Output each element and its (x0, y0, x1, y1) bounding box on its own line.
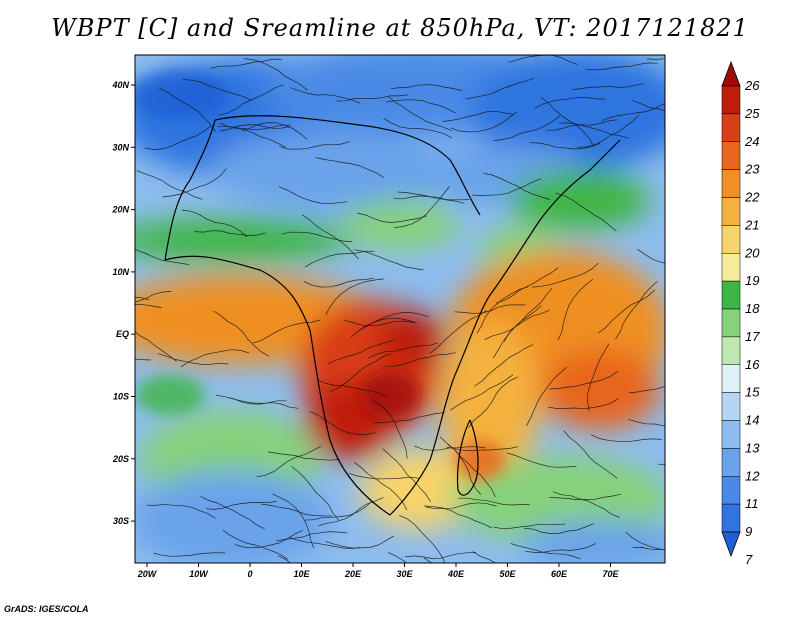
colorbar-level-label: 22 (744, 190, 760, 205)
colorbar-level-label: 24 (744, 134, 759, 149)
lon-tick-label: 30E (396, 569, 413, 579)
colorbar-swatch (721, 253, 741, 282)
colorbar-min-triangle (721, 531, 741, 558)
colorbar-max-triangle (721, 60, 741, 87)
colorbar-level-label: 20 (744, 245, 760, 260)
lon-tick-label: 10W (189, 569, 209, 579)
colorbar-level-label: 11 (745, 496, 759, 511)
colorbar-level-label: 19 (745, 273, 759, 288)
colorbar-level-label: 14 (745, 413, 759, 428)
colorbar-swatch (721, 197, 741, 226)
colorbar-swatch (721, 364, 741, 393)
lat-tick-label: 40N (111, 80, 129, 90)
colorbar-level-label: 7 (745, 552, 753, 567)
colorbar-level-label: 17 (745, 329, 760, 344)
colorbar-level-label: 16 (745, 357, 760, 372)
map-frame (134, 54, 666, 564)
colorbar-level-label: 23 (744, 162, 760, 177)
colorbar-swatch (721, 420, 741, 449)
colorbar-level-label: 18 (745, 301, 760, 316)
colorbar-level-label: 26 (744, 78, 760, 93)
lat-tick-label: 30S (113, 516, 129, 526)
lat-tick-label: 20N (111, 205, 129, 215)
lon-tick-label: 0 (247, 569, 252, 579)
colorbar: 26 25 24 23 22 21 20 19 18 17 16 15 14 13 12 11 9 7 (721, 60, 760, 567)
lat-tick-label: EQ (116, 329, 129, 339)
lat-tick-label: 10S (113, 392, 129, 402)
longitude-labels: 20W 10W 0 10E 20E 30E 40E 50E 60E 70E (137, 563, 620, 579)
colorbar-swatch (721, 141, 741, 170)
wbpt-shading (135, 55, 665, 563)
colorbar-swatch (721, 308, 741, 338)
colorbar-level-label: 13 (745, 440, 760, 455)
map-title: WBPT [C] and Sreamline at 850hPa, VT: 20… (51, 14, 749, 42)
colorbar-swatch (721, 85, 741, 115)
colorbar-swatch (721, 336, 741, 365)
grads-credit: GrADS: IGES/COLA (4, 604, 89, 614)
colorbar-swatch (721, 225, 741, 254)
colorbar-level-label: 21 (744, 217, 759, 232)
colorbar-level-label: 15 (745, 385, 760, 400)
colorbar-swatch (721, 169, 741, 198)
colorbar-swatch (721, 448, 741, 477)
lon-tick-label: 70E (602, 569, 619, 579)
lat-tick-label: 30N (112, 142, 129, 152)
colorbar-level-label: 12 (745, 468, 760, 483)
colorbar-swatch (721, 392, 741, 421)
lon-tick-label: 60E (551, 569, 568, 579)
lon-tick-label: 20W (137, 569, 158, 579)
colorbar-level-label: 25 (744, 106, 760, 121)
colorbar-level-label: 9 (745, 524, 752, 539)
colorbar-swatch (721, 113, 741, 142)
lat-tick-label: 10N (112, 267, 129, 277)
lon-tick-label: 40E (447, 569, 465, 579)
lon-tick-label: 20E (344, 569, 362, 579)
colorbar-swatch (721, 476, 741, 505)
colorbar-swatch (721, 280, 741, 310)
colorbar-swatch (721, 503, 741, 533)
lon-tick-label: 10E (293, 569, 310, 579)
lon-tick-label: 50E (499, 569, 516, 579)
latitude-labels: 40N 30N 20N 10N EQ 10S 20S 30S (111, 80, 135, 526)
lat-tick-label: 20S (112, 454, 129, 464)
